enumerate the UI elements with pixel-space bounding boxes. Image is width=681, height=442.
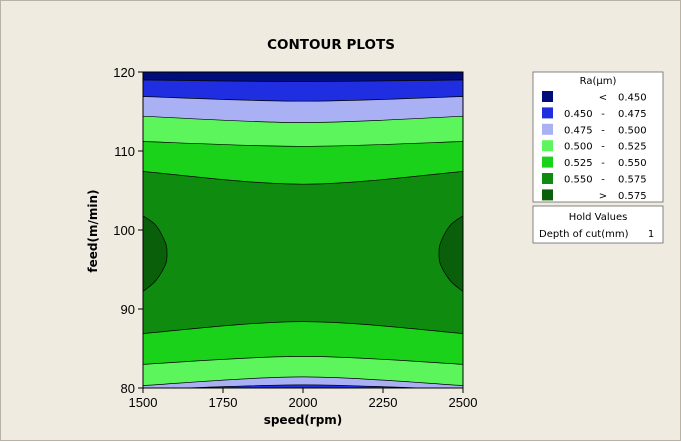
legend-swatch — [542, 189, 553, 201]
legend-high: 0.525 — [618, 142, 647, 153]
band-gt-0575-left — [143, 215, 168, 293]
x-tick-label: 1500 — [129, 395, 158, 410]
x-tick-label: 1750 — [209, 395, 238, 410]
legend-swatch — [542, 140, 553, 152]
legend-high: 0.500 — [618, 125, 647, 136]
legend-low: 0.450 — [564, 109, 593, 120]
legend-sep: - — [601, 142, 605, 153]
legend-low: 0.500 — [564, 142, 593, 153]
plot-area — [142, 71, 464, 389]
y-tick-label: 100 — [113, 223, 135, 238]
legend-sep: > — [599, 191, 607, 202]
legend-high: 0.550 — [618, 158, 647, 169]
legend-low: 0.550 — [564, 175, 593, 186]
hold-values-label: Depth of cut(mm) — [539, 229, 629, 240]
legend-swatch — [542, 156, 553, 168]
contour-fills — [143, 72, 463, 388]
legend-sep: - — [601, 175, 605, 186]
legend-high: 0.575 — [618, 175, 647, 186]
y-tick-label: 120 — [113, 65, 135, 80]
legend-low: 0.525 — [564, 158, 593, 169]
legend-high: 0.450 — [618, 93, 647, 104]
hold-values-box: Hold Values Depth of cut(mm) 1 — [532, 205, 664, 244]
hold-values-frame — [532, 205, 664, 244]
band-gt-0575-right — [438, 215, 463, 293]
legend-title: Ra(µm) — [580, 76, 617, 87]
legend-low: 0.475 — [564, 125, 593, 136]
x-axis-title: speed(rpm) — [264, 413, 343, 427]
legend-sep: - — [601, 125, 605, 136]
x-tick-label: 2250 — [369, 395, 398, 410]
legend-swatch — [542, 123, 553, 135]
y-tick-label: 90 — [121, 302, 135, 317]
y-tick-label: 110 — [114, 144, 135, 159]
hold-values-title: Hold Values — [569, 212, 628, 223]
legend-box — [532, 71, 664, 203]
legend-high: 0.575 — [618, 191, 647, 202]
band-0550-0575 — [143, 171, 463, 334]
chart-title: CONTOUR PLOTS — [267, 37, 395, 53]
legend: Ra(µm) <0.4500.450-0.4750.475-0.5000.500… — [532, 71, 664, 203]
hold-values-value: 1 — [648, 229, 654, 240]
legend-sep: - — [601, 158, 605, 169]
legend-swatch — [542, 107, 553, 119]
x-tick-label: 2000 — [289, 395, 318, 410]
y-axis-title: feed(m/min) — [86, 189, 100, 272]
legend-sep: - — [601, 109, 605, 120]
legend-sep: < — [599, 93, 607, 104]
legend-high: 0.475 — [618, 109, 647, 120]
axes: 1500 1750 2000 2250 2500 80 90 100 110 120 — [113, 65, 477, 410]
legend-swatch — [542, 173, 553, 184]
x-tick-label: 2500 — [449, 395, 478, 410]
legend-swatch — [542, 91, 553, 102]
y-tick-label: 80 — [121, 381, 135, 396]
